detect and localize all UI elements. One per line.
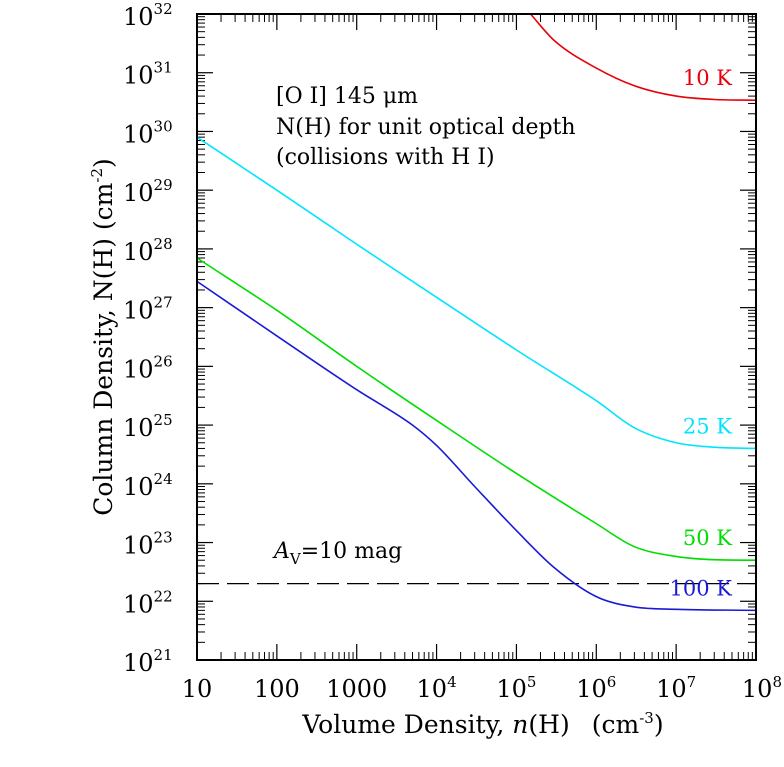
x-tick-label-base: 10	[576, 675, 607, 703]
series-group: 10 K 25 K 50 K 100 K	[196, 13, 757, 612]
y-axis-label-exp: -2	[88, 168, 106, 183]
y-tick-label-exp: 32	[154, 0, 173, 18]
y-tick-label: 1029	[123, 176, 173, 207]
y-tick-label: 1026	[123, 352, 173, 383]
series-line-2	[196, 257, 757, 562]
x-axis-label-units: (cm	[592, 710, 640, 739]
y-tick-label: 1021	[123, 646, 173, 677]
annotation-line-1: [O I] 145 μm	[276, 84, 418, 109]
y-tick-label-base: 10	[123, 238, 154, 266]
y-tick-label-exp: 27	[154, 294, 173, 312]
y-tick-label: 1025	[123, 411, 173, 442]
y-tick-labels: 1021102210231024102510261027102810291030…	[123, 0, 173, 677]
x-tick-label-base: 10	[656, 675, 687, 703]
y-tick-label: 1028	[123, 235, 173, 266]
x-tick-label: 100	[254, 675, 300, 703]
reference-label-rest: =10 mag	[301, 539, 402, 564]
x-axis-label-var: n	[512, 710, 528, 739]
x-axis-label-main: Volume Density,	[301, 710, 512, 739]
plot-frame	[196, 13, 757, 661]
y-tick-label-base: 10	[123, 532, 154, 560]
x-tick-label-base: 10	[742, 675, 773, 703]
series-label-1: 25 K	[683, 414, 732, 438]
y-tick-label-base: 10	[123, 120, 154, 148]
x-tick-label: 10	[182, 675, 213, 703]
annotation-line-3: (collisions with H I)	[276, 145, 495, 170]
x-tick-label-base: 10	[417, 675, 448, 703]
y-tick-label: 1023	[123, 529, 173, 560]
y-tick-label-base: 10	[123, 297, 154, 325]
x-tick-labels: 10 100 1000 104 105 106 107 108	[182, 673, 782, 703]
y-tick-label-base: 10	[123, 414, 154, 442]
x-axis-label-units-exp: -3	[639, 709, 654, 727]
y-tick-label-exp: 31	[154, 59, 173, 77]
series-label-3: 100 K	[670, 576, 733, 600]
x-tick-label-exp: 8	[772, 673, 782, 691]
y-tick-label: 1030	[123, 117, 173, 148]
x-tick-label-exp: 6	[607, 673, 617, 691]
x-tick-label-base: 100	[254, 675, 300, 703]
y-tick-label: 1022	[123, 587, 173, 618]
y-tick-label-exp: 29	[154, 176, 173, 194]
y-tick-label-exp: 22	[154, 587, 173, 605]
x-tick-label: 1000	[326, 675, 387, 703]
annotation-line-2: N(H) for unit optical depth	[276, 115, 576, 140]
y-axis-label: Column Density, N(H) (cm-2)	[88, 158, 118, 516]
y-axis-label-close: )	[89, 158, 118, 168]
x-tick-label-base: 10	[496, 675, 527, 703]
y-tick-label: 1031	[123, 59, 173, 90]
x-axis-label-paren: (H)	[528, 710, 569, 739]
x-tick-label-exp: 4	[447, 673, 457, 691]
y-tick-label-exp: 30	[154, 117, 173, 135]
y-tick-label: 1032	[123, 0, 173, 31]
y-tick-label-base: 10	[123, 3, 154, 31]
x-tick-label-exp: 7	[687, 673, 697, 691]
x-tick-label: 107	[656, 673, 696, 703]
series-line-3	[196, 280, 757, 612]
x-tick-label-exp: 5	[527, 673, 537, 691]
y-tick-label-base: 10	[123, 473, 154, 501]
y-tick-label-base: 10	[123, 590, 154, 618]
series-label-2: 50 K	[683, 526, 732, 550]
y-tick-label: 1027	[123, 294, 173, 325]
y-tick-label-exp: 21	[154, 646, 173, 664]
y-tick-label-base: 10	[123, 62, 154, 90]
x-tick-label: 105	[496, 673, 536, 703]
y-tick-label-base: 10	[123, 355, 154, 383]
y-tick-label-exp: 28	[154, 235, 173, 253]
x-axis-label: Volume Density, n(H) (cm-3)	[301, 709, 663, 739]
y-tick-label-base: 10	[123, 649, 154, 677]
y-tick-label-base: 10	[123, 179, 154, 207]
y-axis-label-main: Column Density, N(H) (cm	[89, 182, 118, 515]
x-tick-label: 108	[742, 673, 782, 703]
series-label-0: 10 K	[683, 66, 732, 90]
y-tick-label-exp: 24	[154, 470, 173, 488]
x-tick-label-base: 1000	[326, 675, 387, 703]
reference-label-sub: V	[289, 550, 302, 568]
x-tick-label-base: 10	[182, 675, 213, 703]
y-tick-label-exp: 25	[154, 411, 173, 429]
reference-label-var: A	[272, 539, 290, 564]
reference-line-label: AV=10 mag	[272, 539, 402, 568]
series-line-1	[196, 136, 757, 450]
x-tick-label: 104	[417, 673, 457, 703]
y-tick-label: 1024	[123, 470, 173, 501]
x-axis-label-units-close: )	[654, 710, 664, 739]
x-tick-label: 106	[576, 673, 616, 703]
y-tick-label-exp: 23	[154, 529, 173, 547]
series-line-0	[529, 13, 757, 102]
y-tick-label-exp: 26	[154, 352, 173, 370]
